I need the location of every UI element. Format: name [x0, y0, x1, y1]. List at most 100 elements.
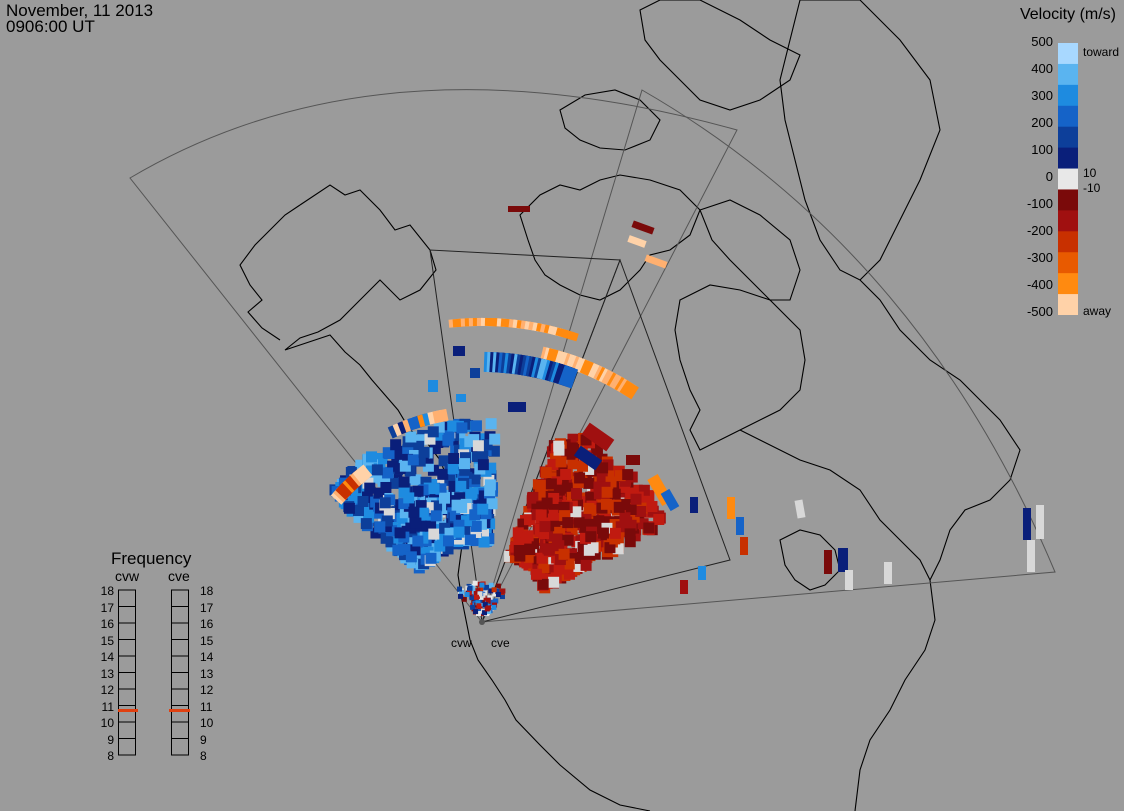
velocity-cell [422, 527, 434, 539]
colorbar-title: Velocity (m/s) [1019, 6, 1116, 23]
date-label: November, 11 2013 [6, 1, 154, 20]
velocity-cell [600, 498, 612, 510]
velocity-cell [428, 528, 440, 540]
velocity-cell [554, 526, 566, 538]
velocity-cell [410, 474, 422, 486]
velocity-cell [508, 402, 526, 412]
frequency-gauge-cell [171, 721, 189, 739]
frequency-gauge-cell [118, 655, 136, 673]
coastline-baffin [699, 199, 801, 301]
velocity-cell [553, 563, 565, 575]
frequency-gauge-cell [171, 655, 189, 673]
velocity-cell [456, 394, 466, 402]
colorbar-tick-label: 300 [1031, 88, 1053, 103]
velocity-cell [558, 364, 579, 389]
velocity-cell [387, 477, 399, 489]
velocity-cell [486, 608, 492, 614]
velocity-cell [524, 551, 536, 563]
velocity-cell [605, 476, 617, 488]
velocity-cell [535, 509, 547, 521]
velocity-cell [489, 433, 501, 445]
velocity-cell [398, 476, 410, 488]
velocity-cell [574, 552, 586, 564]
velocity-cell [459, 523, 471, 535]
velocity-cell [604, 516, 616, 528]
colorbar-swatch [1058, 105, 1078, 128]
velocity-cell [366, 463, 378, 475]
velocity-cell [477, 503, 489, 515]
velocity-cell [422, 546, 434, 558]
velocity-cell [593, 481, 605, 493]
velocity-cell [355, 459, 367, 471]
velocity-cell [478, 586, 484, 592]
velocity-cell [370, 527, 382, 539]
velocity-cell [407, 454, 419, 466]
velocity-cell [646, 501, 658, 513]
velocity-cell [402, 453, 414, 465]
velocity-cell [548, 509, 560, 521]
velocity-cell [418, 484, 430, 496]
velocity-cell [414, 455, 426, 467]
velocity-cell [442, 434, 454, 446]
frequency-gauge-cell [171, 589, 189, 607]
velocity-cell [454, 428, 466, 440]
velocity-cell [370, 496, 382, 508]
velocity-cell [553, 484, 565, 496]
velocity-cell [520, 532, 532, 544]
velocity-cell [553, 540, 565, 552]
velocity-cell [433, 532, 445, 544]
velocity-cell [548, 492, 560, 504]
velocity-cell [580, 559, 592, 571]
velocity-cell [539, 521, 551, 533]
velocity-cell [447, 462, 459, 474]
velocity-cell [415, 500, 427, 512]
velocity-cell [374, 521, 386, 533]
frequency-gauge-cell [118, 721, 136, 739]
velocity-cell [371, 464, 383, 476]
velocity-cell [412, 485, 424, 497]
radar-site-cvw [479, 619, 485, 625]
velocity-cell [376, 452, 388, 464]
velocity-cell [536, 479, 548, 491]
velocity-cell [350, 492, 362, 504]
velocity-cell [1036, 505, 1044, 539]
velocity-cell [475, 600, 481, 606]
velocity-cell [736, 517, 744, 535]
velocity-cell [483, 584, 489, 590]
frequency-tick-label: 16 [200, 617, 214, 631]
velocity-cell [537, 578, 549, 590]
velocity-cell [517, 518, 529, 530]
frequency-gauges [118, 589, 190, 756]
velocity-cell [625, 503, 637, 515]
coastline-east [739, 429, 936, 811]
velocity-cell [567, 433, 579, 445]
velocity-cell [470, 420, 482, 432]
velocity-cell [523, 514, 535, 526]
velocity-cell [398, 486, 410, 498]
radar-label-cvw: cvw [451, 636, 472, 650]
velocity-cell [824, 550, 832, 574]
velocity-cell [408, 506, 420, 518]
velocity-cell [643, 522, 655, 534]
velocity-cell [484, 485, 496, 497]
velocity-cell [492, 591, 498, 597]
velocity-cell [353, 511, 365, 523]
velocity-cell [545, 562, 557, 574]
velocity-cell [570, 506, 582, 518]
colorbar-tick-label: 400 [1031, 61, 1053, 76]
frequency-tick-label: 11 [101, 699, 114, 714]
velocity-cell [436, 477, 448, 489]
velocity-cell [472, 440, 484, 452]
velocity-cell [538, 562, 550, 574]
frequency-radar-cvw: cvw [115, 568, 140, 584]
velocity-cell [562, 517, 574, 529]
velocity-cell [620, 475, 632, 487]
coastline-arctic-2 [559, 89, 661, 151]
velocity-cell [625, 487, 637, 499]
frequency-tick-label: 18 [100, 584, 114, 598]
velocity-cell [545, 478, 557, 490]
velocity-cell [637, 518, 649, 530]
colorbar-swatch [1058, 84, 1078, 107]
velocity-cell [422, 502, 434, 514]
velocity-cell [352, 464, 373, 485]
